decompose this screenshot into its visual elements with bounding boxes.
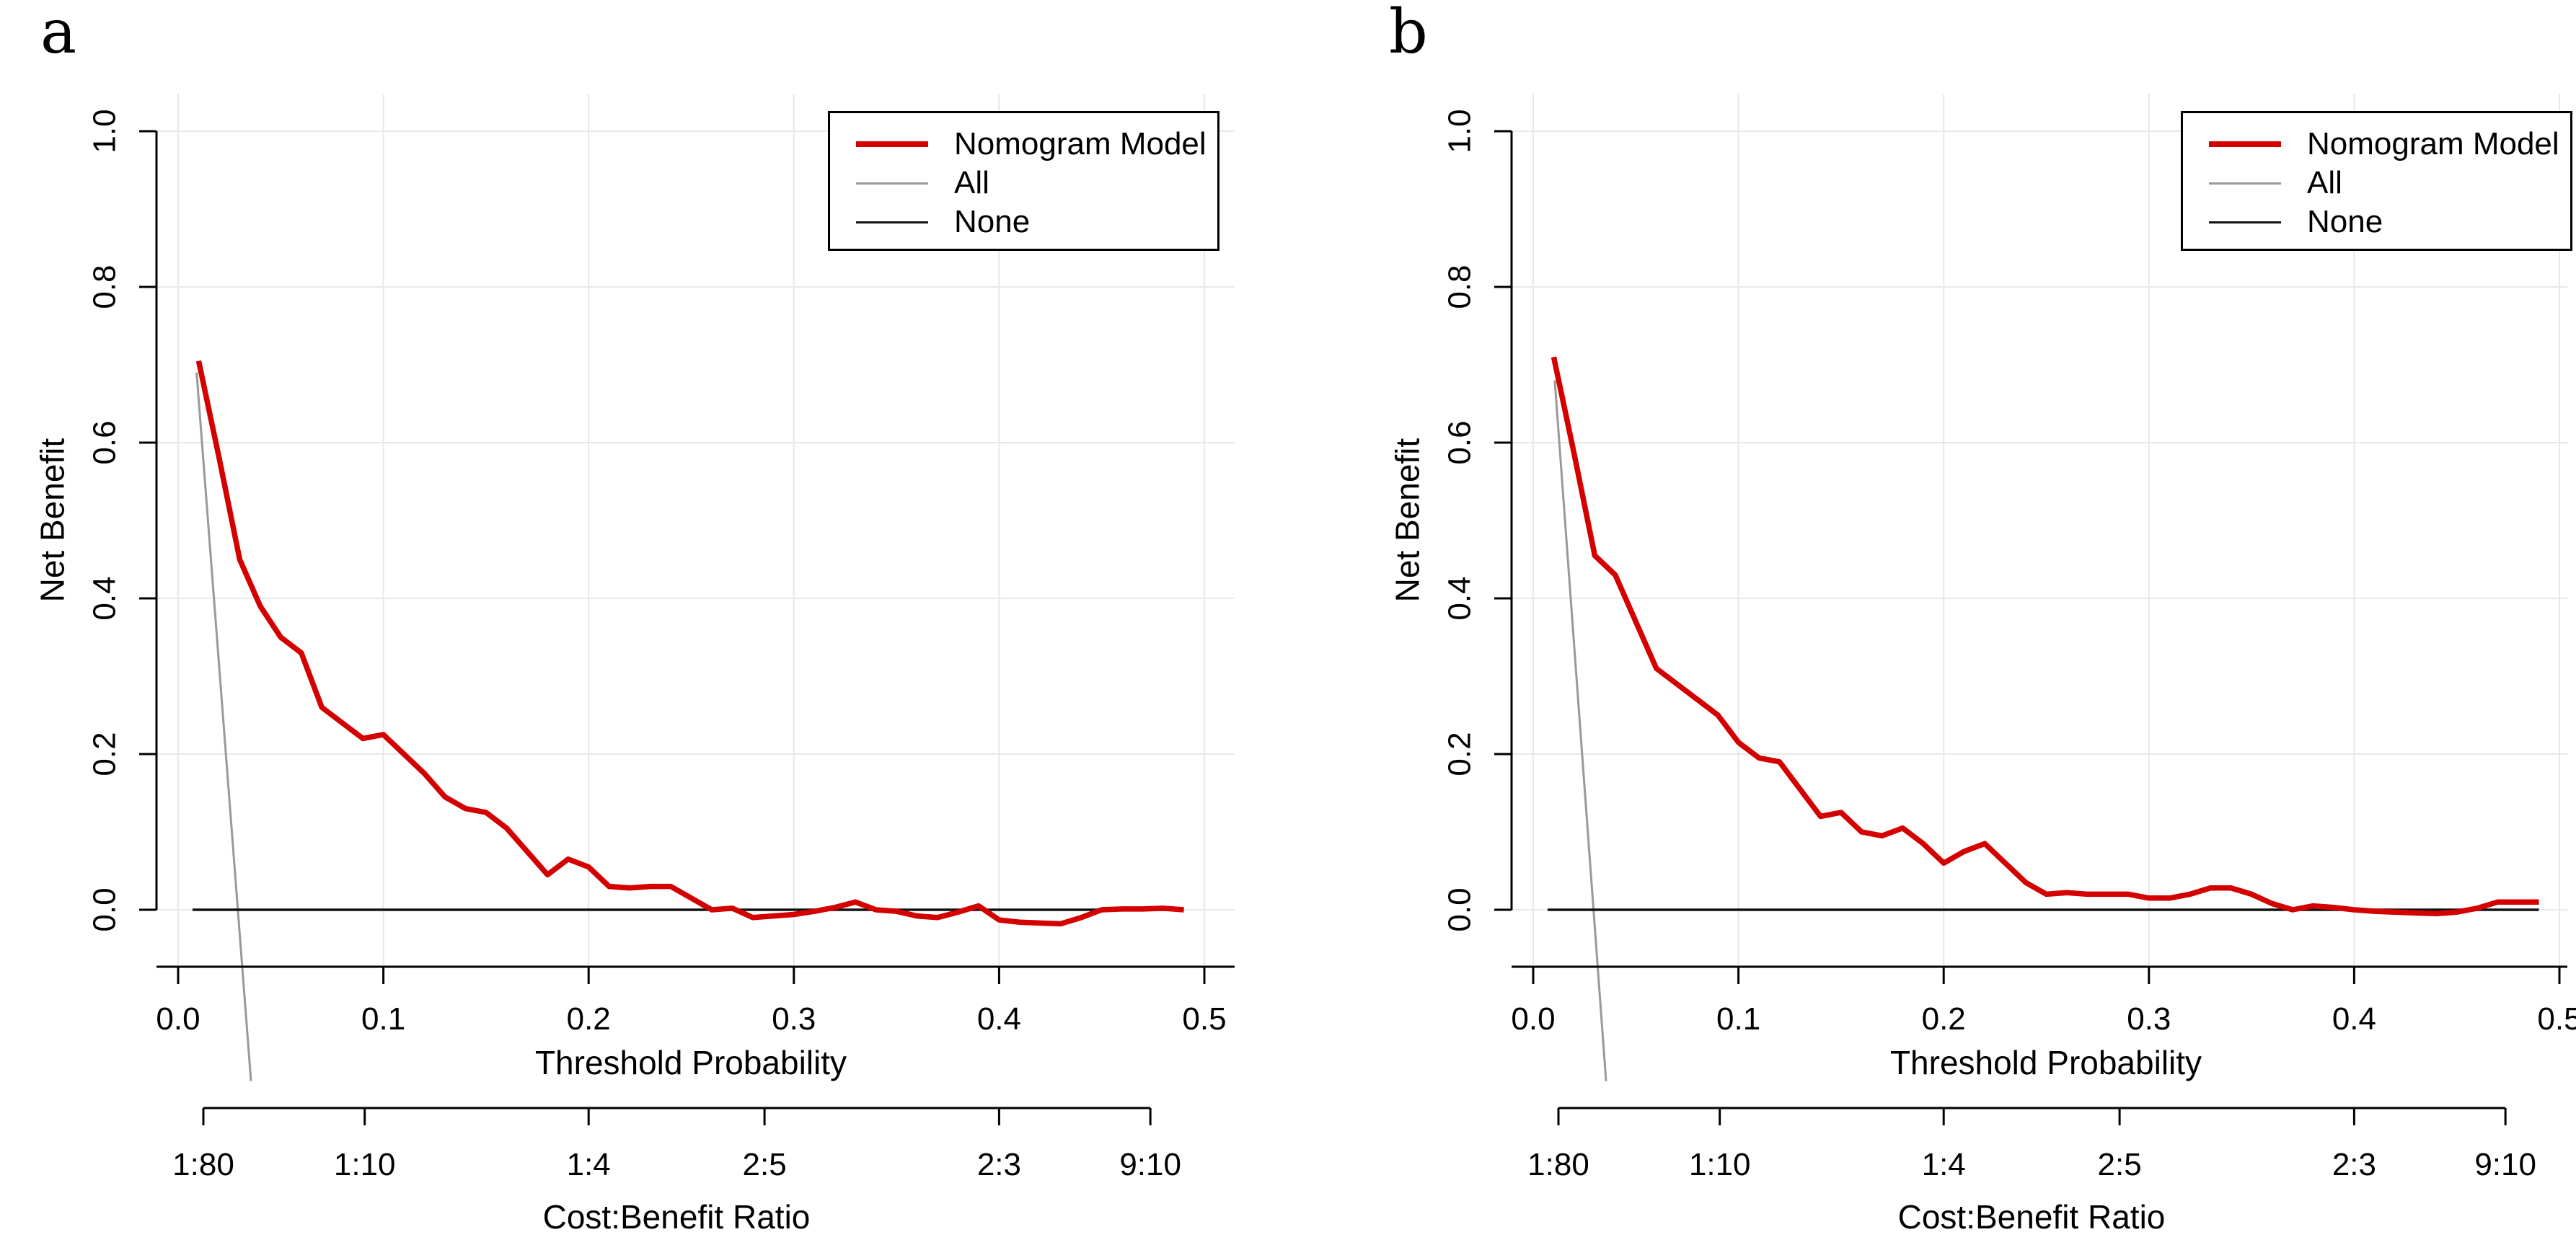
legend-label-none: None xyxy=(954,204,1031,239)
svg-text:1:4: 1:4 xyxy=(567,1147,611,1182)
svg-text:0.0: 0.0 xyxy=(87,887,123,931)
svg-text:0.4: 0.4 xyxy=(977,1001,1021,1037)
svg-text:2:5: 2:5 xyxy=(2098,1147,2142,1182)
svg-text:0.8: 0.8 xyxy=(87,265,123,309)
legend-b: Nomogram Model All None xyxy=(2181,111,2572,251)
svg-text:9:10: 9:10 xyxy=(1119,1147,1181,1182)
svg-text:0.2: 0.2 xyxy=(567,1001,611,1037)
svg-text:0.2: 0.2 xyxy=(87,732,123,776)
y-axis-title-a: Net Benefit xyxy=(33,438,71,603)
svg-text:0.3: 0.3 xyxy=(772,1001,816,1037)
svg-text:1:10: 1:10 xyxy=(1689,1147,1751,1182)
legend-item-all: All xyxy=(2183,164,2570,203)
svg-text:0.8: 0.8 xyxy=(1442,265,1478,309)
svg-text:2:5: 2:5 xyxy=(743,1147,787,1182)
svg-text:9:10: 9:10 xyxy=(2474,1147,2536,1182)
y-axis-title-b: Net Benefit xyxy=(1388,438,1426,603)
svg-text:2:3: 2:3 xyxy=(2332,1147,2376,1182)
legend-label-none: None xyxy=(2307,204,2383,239)
legend-item-nomogram-model: Nomogram Model xyxy=(830,125,1217,164)
legend-item-none: None xyxy=(2183,203,2570,242)
legend-line-sample-nomogram xyxy=(856,141,928,147)
svg-text:0.2: 0.2 xyxy=(1922,1001,1966,1037)
x-axis-title-a: Threshold Probability xyxy=(534,1044,847,1081)
legend-a: Nomogram Model All None xyxy=(828,111,1219,251)
legend-label-all: All xyxy=(2307,165,2342,200)
svg-text:0.6: 0.6 xyxy=(1442,420,1478,464)
svg-text:0.3: 0.3 xyxy=(2127,1001,2171,1037)
panel-a-letter: a xyxy=(40,0,77,67)
legend-line-sample-none xyxy=(856,221,928,223)
legend-label-all: All xyxy=(954,165,989,200)
legend-line-sample-none xyxy=(2209,221,2281,223)
svg-text:0.5: 0.5 xyxy=(2537,1001,2576,1037)
svg-text:1:80: 1:80 xyxy=(1527,1147,1589,1182)
svg-text:1.0: 1.0 xyxy=(87,109,123,153)
legend-item-nomogram-model: Nomogram Model xyxy=(2183,125,2570,164)
cost-benefit-axis-title-a: Cost:Benefit Ratio xyxy=(542,1198,811,1236)
svg-text:0.4: 0.4 xyxy=(87,576,123,620)
legend-label-nomogram: Nomogram Model xyxy=(2307,126,2559,161)
svg-text:0.0: 0.0 xyxy=(156,1001,200,1037)
svg-text:0.1: 0.1 xyxy=(361,1001,405,1037)
legend-item-none: None xyxy=(830,203,1217,242)
svg-text:0.0: 0.0 xyxy=(1442,887,1478,931)
legend-label-nomogram: Nomogram Model xyxy=(954,126,1207,161)
x-axis-title-b: Threshold Probability xyxy=(1889,1044,2202,1081)
svg-text:0.5: 0.5 xyxy=(1182,1001,1226,1037)
svg-text:1.0: 1.0 xyxy=(1442,109,1478,153)
svg-text:0.6: 0.6 xyxy=(87,420,123,464)
panel-b-letter: b xyxy=(1389,0,1428,67)
svg-text:0.2: 0.2 xyxy=(1442,732,1478,776)
legend-line-sample-nomogram xyxy=(2209,141,2281,147)
legend-line-sample-all xyxy=(2209,182,2281,185)
svg-text:0.1: 0.1 xyxy=(1716,1001,1760,1037)
legend-line-sample-all xyxy=(856,182,928,185)
svg-text:1:10: 1:10 xyxy=(334,1147,396,1182)
legend-item-all: All xyxy=(830,164,1217,203)
svg-text:1:4: 1:4 xyxy=(1922,1147,1966,1182)
cost-benefit-axis-title-b: Cost:Benefit Ratio xyxy=(1897,1198,2166,1236)
svg-text:0.0: 0.0 xyxy=(1511,1001,1555,1037)
svg-text:2:3: 2:3 xyxy=(977,1147,1021,1182)
svg-text:1:80: 1:80 xyxy=(172,1147,234,1182)
svg-text:0.4: 0.4 xyxy=(1442,576,1478,620)
svg-text:0.4: 0.4 xyxy=(2332,1001,2376,1037)
